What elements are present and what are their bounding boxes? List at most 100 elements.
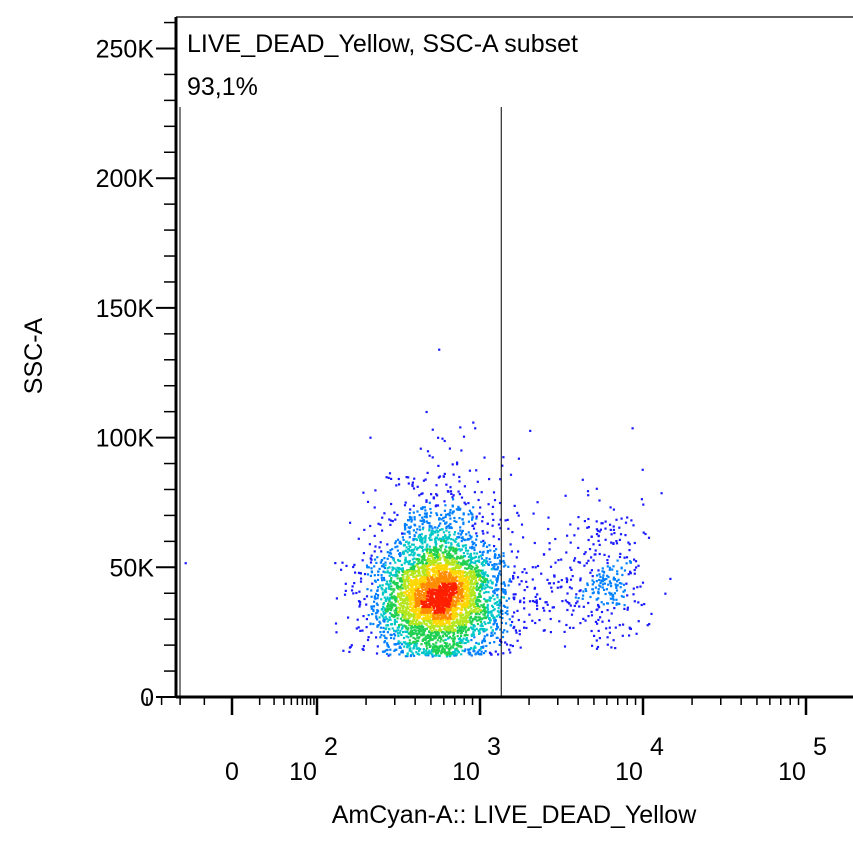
event-dot	[383, 607, 386, 610]
event-dot	[407, 563, 410, 566]
event-dot	[447, 647, 450, 650]
event-dot	[383, 578, 386, 582]
gate-label-box[interactable]	[180, 20, 505, 105]
event-dot	[366, 500, 370, 503]
event-dot	[388, 580, 391, 583]
event-dot	[495, 548, 498, 551]
event-dot	[457, 621, 460, 624]
event-dot	[473, 568, 476, 571]
event-dot	[535, 601, 538, 604]
event-dot	[447, 597, 450, 600]
event-dot	[405, 540, 408, 543]
event-dot	[615, 603, 618, 606]
event-dot	[592, 559, 595, 562]
event-dot	[466, 560, 469, 563]
event-dot	[464, 620, 467, 623]
event-dot	[522, 536, 525, 539]
event-dot	[467, 531, 470, 534]
event-dot	[447, 562, 450, 565]
event-dot	[607, 583, 610, 586]
event-dot	[435, 555, 438, 558]
event-dot	[413, 477, 416, 480]
event-dot	[502, 581, 505, 584]
event-dot	[405, 607, 408, 610]
event-dot	[412, 529, 415, 532]
event-dot	[381, 579, 384, 582]
event-dot	[504, 611, 507, 614]
event-dot	[509, 624, 512, 627]
event-dot	[411, 641, 414, 644]
event-dot	[380, 576, 383, 579]
event-dot	[375, 652, 379, 655]
event-dot	[404, 560, 407, 563]
event-dot	[459, 640, 462, 643]
event-dot	[493, 592, 496, 595]
event-dot	[462, 552, 465, 555]
event-dot	[577, 561, 580, 564]
event-dot	[482, 545, 485, 548]
event-dot	[396, 545, 399, 548]
event-dot	[345, 564, 348, 567]
event-dot	[356, 618, 359, 621]
event-dot	[477, 642, 480, 646]
event-dot	[445, 644, 448, 647]
event-dot	[456, 629, 459, 632]
event-dot	[448, 614, 452, 617]
event-dot	[428, 525, 431, 528]
event-dot	[616, 572, 619, 576]
event-dot	[382, 603, 385, 606]
event-dot	[396, 574, 399, 577]
event-dot	[379, 622, 382, 625]
event-dot	[587, 517, 590, 521]
event-dot	[463, 650, 466, 653]
event-dot	[423, 568, 426, 571]
event-dot	[393, 574, 396, 577]
event-dot	[481, 569, 484, 572]
event-dot	[444, 541, 447, 544]
event-dot	[403, 582, 406, 586]
event-dot	[484, 616, 487, 620]
event-dot	[481, 606, 484, 609]
event-dot	[502, 591, 505, 594]
event-dot	[483, 608, 486, 611]
event-dot	[609, 506, 612, 509]
event-dot	[481, 624, 484, 628]
event-dot	[431, 456, 434, 459]
event-dot	[609, 528, 612, 531]
event-dot	[440, 611, 443, 614]
event-dot	[451, 623, 454, 626]
event-dot	[491, 582, 494, 585]
event-dot	[403, 524, 406, 527]
event-dot	[381, 529, 384, 532]
event-dot	[424, 601, 428, 604]
event-dot	[448, 655, 451, 658]
event-dot	[463, 624, 466, 627]
event-dot	[492, 535, 495, 538]
event-dot	[440, 621, 443, 624]
event-dot	[454, 577, 457, 580]
event-dot	[477, 571, 480, 574]
event-dot	[437, 620, 440, 623]
event-dot	[457, 592, 460, 595]
event-dot	[386, 624, 389, 627]
event-dot	[637, 601, 640, 604]
event-dot	[470, 557, 473, 561]
event-dot	[469, 554, 473, 557]
event-dot	[438, 576, 441, 580]
event-dot	[484, 599, 487, 602]
event-dot	[384, 589, 387, 592]
event-dot	[425, 614, 428, 617]
y-tick-label: 250K	[96, 36, 155, 64]
event-dot	[625, 556, 629, 559]
event-dot	[422, 628, 425, 631]
event-dot	[576, 600, 579, 603]
event-dot	[450, 645, 453, 648]
event-dot	[463, 642, 466, 645]
event-dot	[494, 619, 497, 622]
event-dot	[633, 568, 636, 572]
event-dot	[416, 562, 419, 565]
event-dot	[477, 498, 480, 502]
event-dot	[446, 561, 449, 564]
event-dot	[407, 621, 410, 624]
event-dot	[404, 558, 407, 561]
